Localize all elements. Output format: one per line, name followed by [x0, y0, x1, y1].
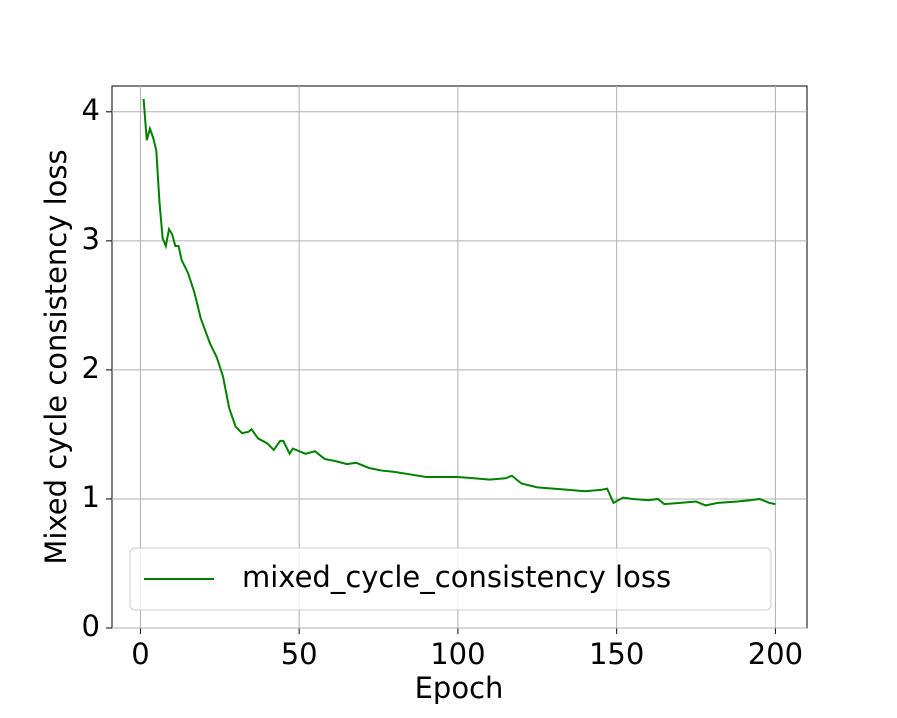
y-tick-label: 2	[82, 351, 100, 385]
x-axis-label: Epoch	[415, 671, 504, 705]
line	[142, 98, 776, 507]
x-tick-label: 150	[589, 637, 644, 671]
y-tick-label: 0	[82, 609, 100, 643]
y-tick-label: 4	[82, 93, 100, 127]
x-tick-label: 50	[281, 637, 318, 671]
y-tick-label: 1	[82, 480, 100, 514]
x-tick-label: 200	[748, 637, 803, 671]
legend-label: mixed_cycle_consistency loss	[242, 560, 671, 594]
x-tick-label: 0	[131, 637, 149, 671]
x-tick-label: 100	[430, 637, 485, 671]
legend-box	[129, 547, 772, 611]
y-axis-label: Mixed cycle consistency loss	[39, 149, 73, 564]
y-tick-label: 3	[82, 222, 100, 256]
